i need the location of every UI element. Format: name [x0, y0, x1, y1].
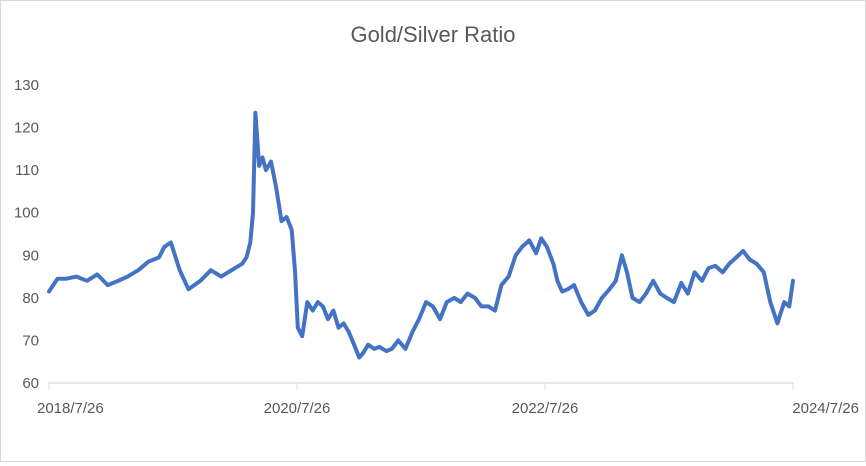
chart-title: Gold/Silver Ratio	[350, 22, 515, 47]
x-tick-label: 2024/7/26	[792, 400, 859, 417]
y-tick-label: 80	[22, 290, 39, 307]
y-tick-label: 100	[14, 205, 39, 222]
x-tick-label: 2020/7/26	[264, 400, 331, 417]
y-tick-label: 120	[14, 120, 39, 137]
x-axis-ticks: 2018/7/26 2020/7/26 2022/7/26 2024/7/26	[37, 383, 859, 417]
y-tick-label: 130	[14, 77, 39, 94]
series-line-gold-silver-ratio	[47, 110, 795, 360]
x-tick-label: 2018/7/26	[37, 400, 104, 417]
y-tick-label: 90	[22, 247, 39, 264]
y-tick-label: 110	[15, 162, 39, 179]
y-tick-label: 70	[22, 332, 39, 349]
y-axis-ticks: 60 70 80 90 100 110 120 130	[14, 77, 39, 392]
y-tick-label: 60	[22, 375, 39, 392]
x-tick-label: 2022/7/26	[512, 400, 579, 417]
